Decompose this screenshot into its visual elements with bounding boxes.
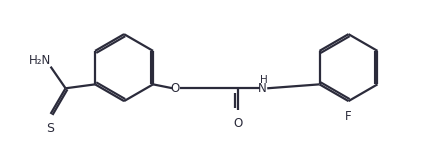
Text: H: H [260,75,268,85]
Text: O: O [233,117,243,130]
Text: S: S [47,122,55,135]
Text: O: O [170,82,179,95]
Text: H₂N: H₂N [28,54,51,67]
Text: F: F [345,110,352,123]
Text: N: N [258,82,267,95]
